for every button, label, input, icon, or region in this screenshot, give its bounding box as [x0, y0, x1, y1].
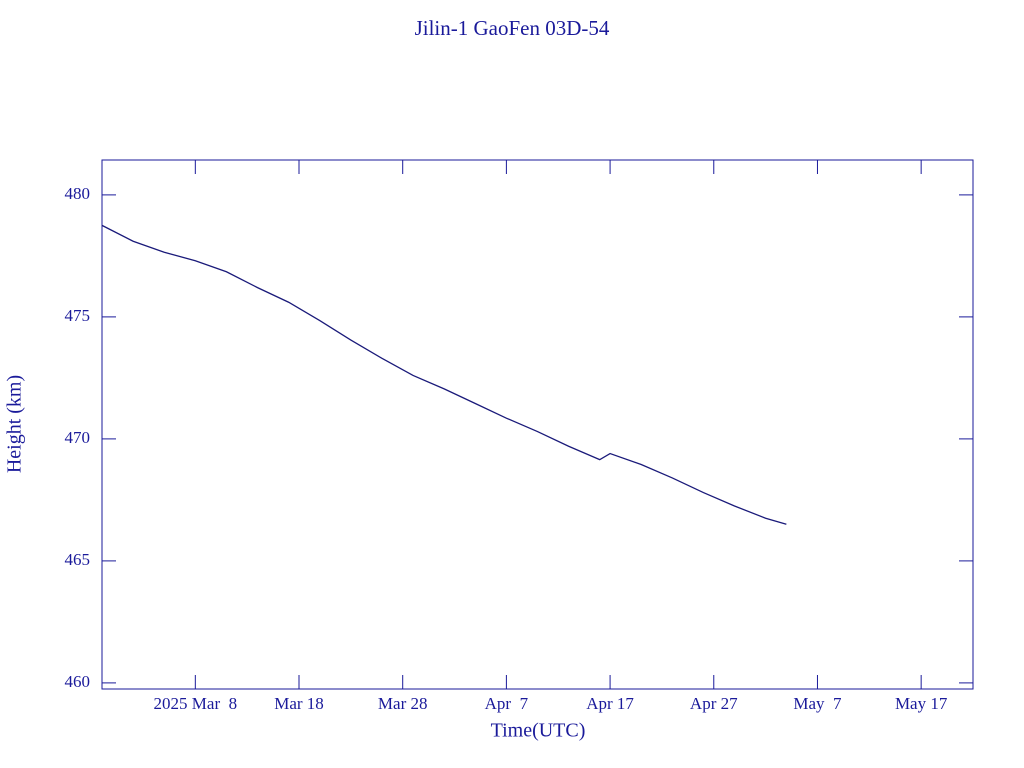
x-tick-label: May 17 — [895, 694, 948, 713]
chart-title: Jilin-1 GaoFen 03D-54 — [415, 16, 610, 40]
x-tick-label: Mar 18 — [274, 694, 324, 713]
x-tick-label: 2025 Mar 8 — [154, 694, 238, 713]
data-line — [101, 224, 787, 525]
y-tick-label: 465 — [65, 550, 91, 569]
x-tick-label: Apr 7 — [485, 694, 529, 713]
y-tick-label: 460 — [65, 672, 91, 691]
x-tick-label: Mar 28 — [378, 694, 428, 713]
plot-frame — [101, 159, 974, 690]
x-tick-label: Apr 27 — [690, 694, 738, 713]
x-tick-label: May 7 — [793, 694, 842, 713]
y-tick-label: 475 — [65, 306, 91, 325]
y-tick-label: 480 — [65, 184, 91, 203]
x-axis-label: Time(UTC) — [491, 720, 586, 742]
y-axis-label: Height (km) — [4, 375, 26, 473]
x-tick-label: Apr 17 — [586, 694, 634, 713]
y-tick-label: 470 — [65, 428, 91, 447]
